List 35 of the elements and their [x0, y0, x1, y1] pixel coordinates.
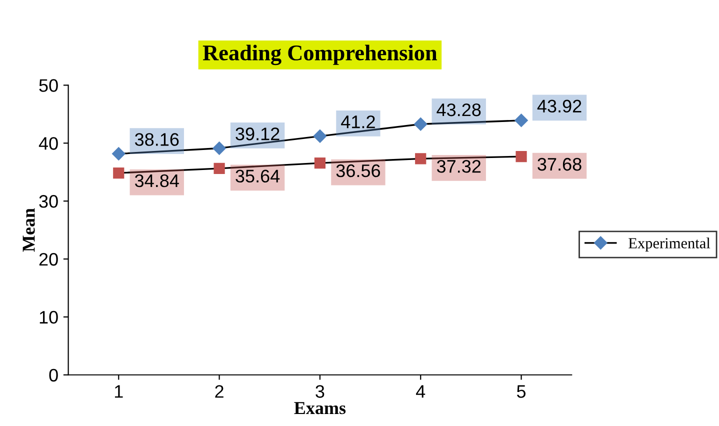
chart-title: Reading Comprehension — [202, 44, 438, 66]
data-label: 43.28 — [436, 103, 481, 116]
y-tick-label: 20 — [39, 252, 58, 266]
x-tick-label: 5 — [516, 385, 526, 398]
data-label: 43.92 — [537, 100, 582, 113]
x-tick-label: 1 — [114, 385, 123, 398]
y-axis-title: Mean — [22, 208, 35, 252]
point — [214, 162, 225, 174]
data-label: 38.16 — [134, 133, 179, 146]
data-label: 35.64 — [236, 170, 280, 183]
y-tick-label: 40 — [38, 137, 58, 150]
point — [313, 130, 327, 143]
y-tick-label: 10 — [40, 310, 58, 324]
point — [516, 151, 527, 162]
data-label: 34.84 — [134, 174, 179, 188]
y-tick-label: 0 — [49, 368, 58, 382]
legend-label: Experimental — [628, 238, 710, 252]
data-label: 39.12 — [236, 128, 280, 140]
point — [415, 153, 426, 164]
x-tick-label: 2 — [215, 385, 224, 398]
y-tick-label: 30 — [39, 195, 58, 208]
point — [113, 167, 124, 179]
x-axis-title: Exams — [294, 402, 346, 414]
x-tick-label: 4 — [416, 385, 426, 398]
data-label: 37.32 — [436, 160, 481, 173]
point — [314, 158, 326, 169]
point — [112, 147, 126, 160]
point — [514, 114, 528, 128]
data-label: 36.56 — [336, 164, 380, 178]
data-label: 37.68 — [538, 158, 582, 171]
data-label: 41.2 — [341, 116, 375, 128]
point — [414, 118, 428, 131]
y-tick-label: 50 — [39, 79, 58, 92]
point — [212, 142, 226, 155]
x-tick-label: 3 — [316, 385, 324, 398]
